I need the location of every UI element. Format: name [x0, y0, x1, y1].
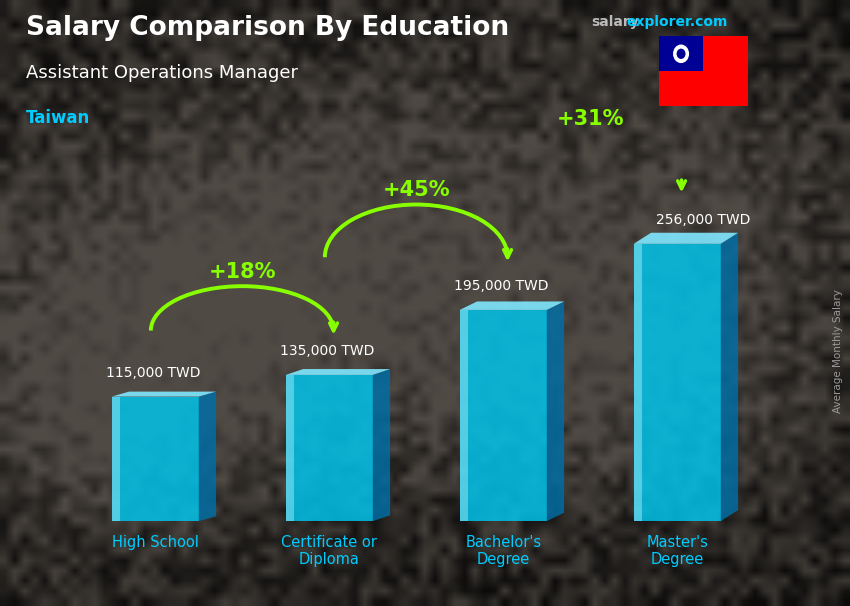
- Bar: [460, 310, 547, 521]
- Text: 195,000 TWD: 195,000 TWD: [455, 279, 549, 293]
- Bar: [460, 310, 468, 521]
- Polygon shape: [634, 233, 738, 244]
- Text: salary: salary: [591, 15, 638, 29]
- Text: Assistant Operations Manager: Assistant Operations Manager: [26, 64, 297, 82]
- Bar: [111, 396, 199, 521]
- Polygon shape: [547, 301, 564, 521]
- Bar: [659, 36, 703, 72]
- Polygon shape: [372, 369, 390, 521]
- Text: explorer.com: explorer.com: [626, 15, 728, 29]
- Circle shape: [673, 44, 689, 63]
- Text: 135,000 TWD: 135,000 TWD: [280, 344, 375, 358]
- Text: Average Monthly Salary: Average Monthly Salary: [833, 290, 843, 413]
- Polygon shape: [286, 369, 390, 375]
- Polygon shape: [199, 391, 216, 521]
- Text: 256,000 TWD: 256,000 TWD: [656, 213, 751, 227]
- Bar: [111, 396, 121, 521]
- Text: 115,000 TWD: 115,000 TWD: [106, 366, 201, 380]
- Text: +31%: +31%: [557, 108, 624, 128]
- Text: +45%: +45%: [382, 181, 450, 201]
- Text: Taiwan: Taiwan: [26, 109, 90, 127]
- Bar: [634, 244, 721, 521]
- Bar: [634, 244, 643, 521]
- Text: Salary Comparison By Education: Salary Comparison By Education: [26, 15, 508, 41]
- Bar: [286, 375, 294, 521]
- Polygon shape: [111, 391, 216, 396]
- Bar: [286, 375, 372, 521]
- Polygon shape: [460, 301, 564, 310]
- Text: +18%: +18%: [208, 262, 276, 282]
- Circle shape: [677, 48, 685, 59]
- Polygon shape: [721, 233, 738, 521]
